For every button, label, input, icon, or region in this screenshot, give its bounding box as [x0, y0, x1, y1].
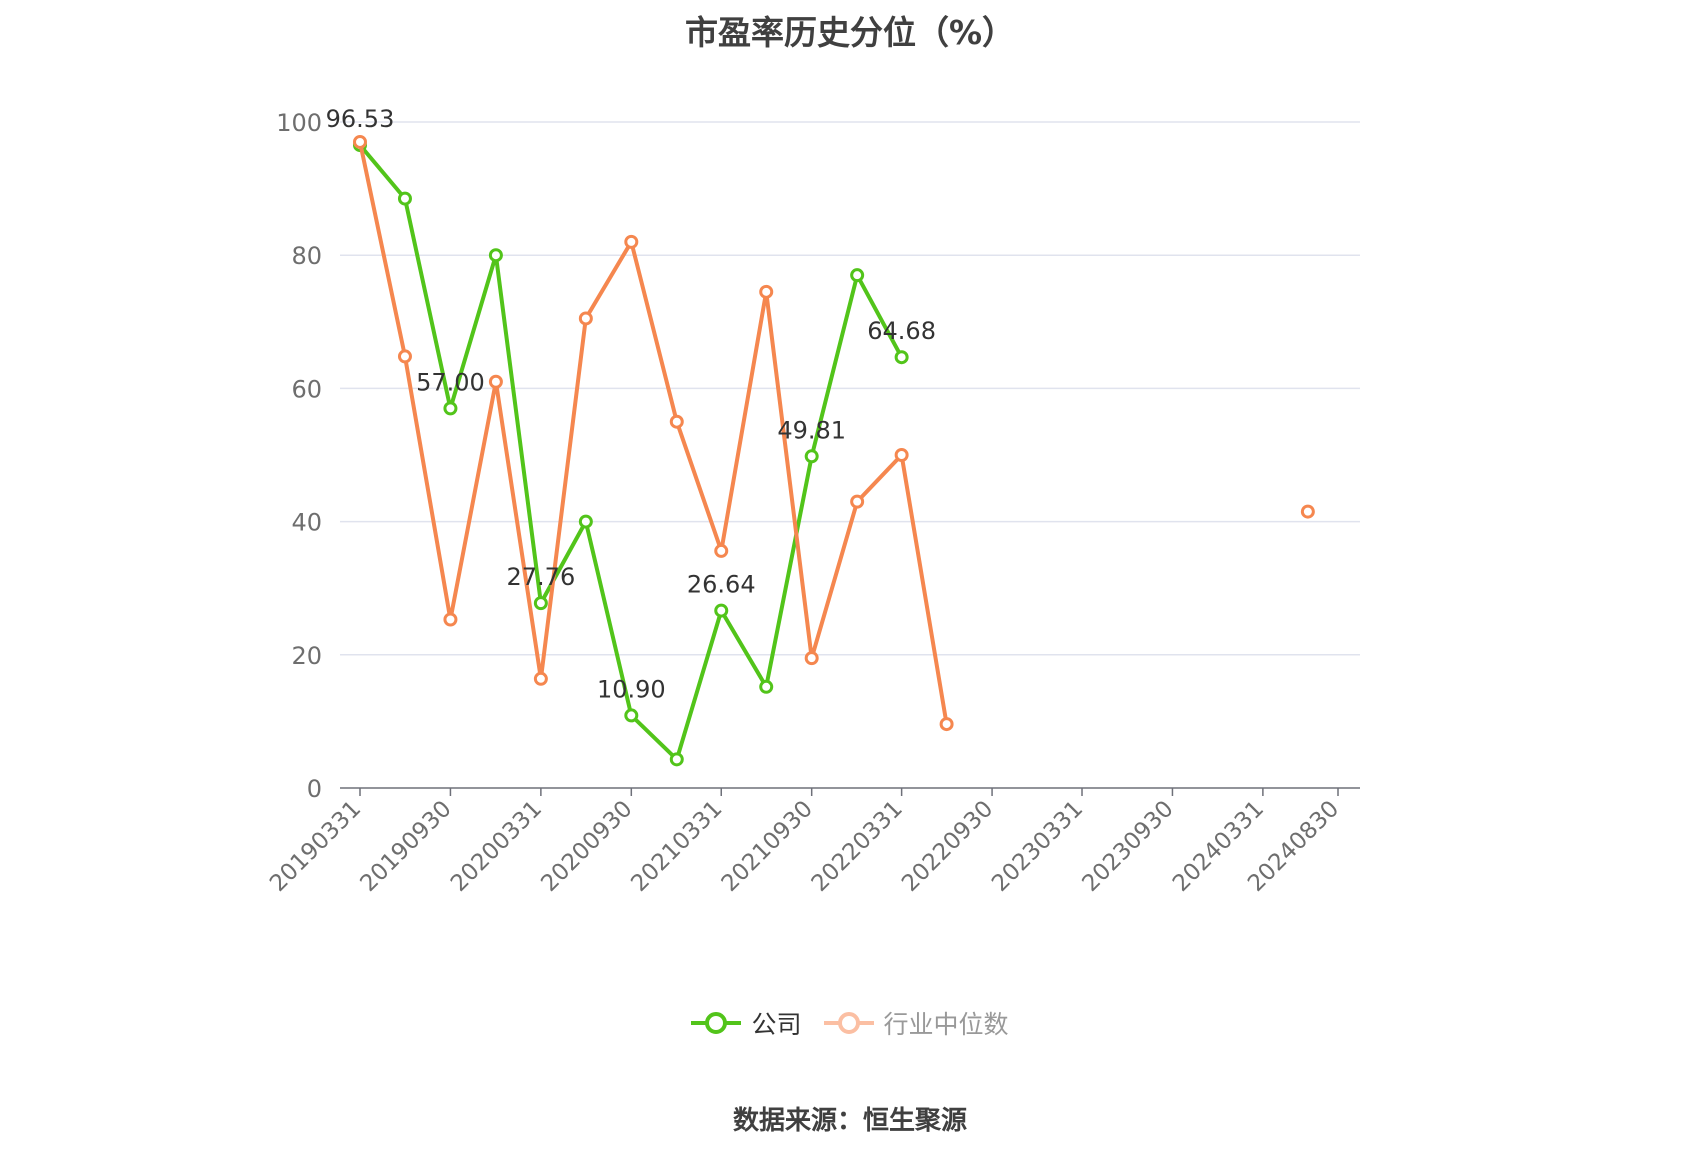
- series-0-point-20210930: [804, 449, 819, 464]
- legend-swatch-industry-icon: [823, 1012, 874, 1034]
- series-1-point-20201231: [669, 414, 684, 429]
- series-1-point-20220630: [939, 717, 954, 732]
- legend: 公司 行业中位数: [0, 1005, 1700, 1041]
- y-tick-label-20: 20: [291, 642, 322, 670]
- x-tick-label-20230331: 20230331: [987, 796, 1088, 897]
- series-0-point-20200930: [624, 708, 639, 723]
- legend-item-company[interactable]: 公司: [691, 1005, 802, 1041]
- legend-label-industry-median: 行业中位数: [883, 1010, 1009, 1039]
- x-tick-label-20230930: 20230930: [1078, 796, 1179, 897]
- x-tick-label-20200930: 20200930: [536, 796, 637, 897]
- x-tick-label-20220930: 20220930: [897, 796, 998, 897]
- data-label-0-20200930: 10.90: [597, 675, 666, 703]
- series-1-point-20240630: [1300, 504, 1315, 519]
- x-tick-label-20210930: 20210930: [717, 796, 818, 897]
- series-1-point-20200930: [624, 234, 639, 249]
- series-1-point-20220331: [894, 448, 909, 462]
- series-0-point-20200331: [533, 596, 548, 611]
- legend-swatch-company-icon: [691, 1012, 742, 1034]
- data-source: 数据来源：恒生聚源: [732, 1106, 967, 1136]
- data-label-0-20220331: 64.68: [867, 317, 936, 345]
- y-tick-label-0: 0: [307, 775, 322, 803]
- series-0-point-20191231: [488, 248, 503, 263]
- y-tick-label-100: 100: [276, 109, 322, 137]
- series-1-point-20200630: [578, 311, 593, 326]
- legend-item-industry-median[interactable]: 行业中位数: [823, 1005, 1009, 1041]
- series-0-point-20190630: [397, 191, 412, 206]
- data-label-0-20200331: 27.76: [507, 563, 576, 591]
- data-labels: 96.53 57.00 27.76 10.90 26.64 49.81 64.68: [326, 105, 936, 703]
- series-1-point-20210930: [804, 651, 819, 666]
- series-1-point-20210331: [714, 543, 729, 558]
- series-1: [353, 134, 1315, 732]
- data-label-0-20210331: 26.64: [687, 571, 756, 599]
- series-1-point-20190331: [353, 134, 367, 149]
- y-tick-label-40: 40: [291, 509, 322, 537]
- x-tick-label-20200331: 20200331: [446, 796, 547, 897]
- x-tick-label-20210331: 20210331: [626, 796, 727, 897]
- series-1-point-20190930: [443, 612, 458, 627]
- series-1-point-20211231: [850, 494, 865, 509]
- series-1-point-20200331: [533, 671, 548, 686]
- series-0-point-20190930: [443, 401, 458, 416]
- x-tick-label-20220331: 20220331: [807, 796, 908, 897]
- legend-label-company: 公司: [751, 1010, 802, 1039]
- series-0: [353, 138, 909, 767]
- series-0-point-20210630: [759, 679, 774, 694]
- y-tick-label-60: 60: [291, 375, 322, 403]
- series-group: [353, 134, 1315, 767]
- series-0-point-20201231: [669, 752, 684, 767]
- series-0-point-20200630: [578, 514, 593, 529]
- series-0-point-20220331: [894, 350, 909, 365]
- series-1-point-20210630: [759, 284, 774, 299]
- series-1-line: [358, 140, 949, 727]
- chart-title: 市盈率历史分位（%）: [684, 13, 1016, 52]
- series-1-point-20191231: [488, 374, 503, 389]
- data-label-0-20210930: 49.81: [777, 416, 846, 444]
- x-tick-label-20190331: 20190331: [265, 796, 366, 897]
- data-label-0-20190331: 96.53: [326, 105, 395, 133]
- data-label-0-20190930: 57.00: [416, 368, 485, 396]
- series-0-point-20210331: [714, 603, 729, 618]
- x-tick-label-20190930: 20190930: [356, 796, 457, 897]
- series-0-point-20211231: [850, 268, 865, 283]
- series-1-point-20190630: [397, 349, 412, 364]
- y-tick-label-80: 80: [291, 242, 322, 270]
